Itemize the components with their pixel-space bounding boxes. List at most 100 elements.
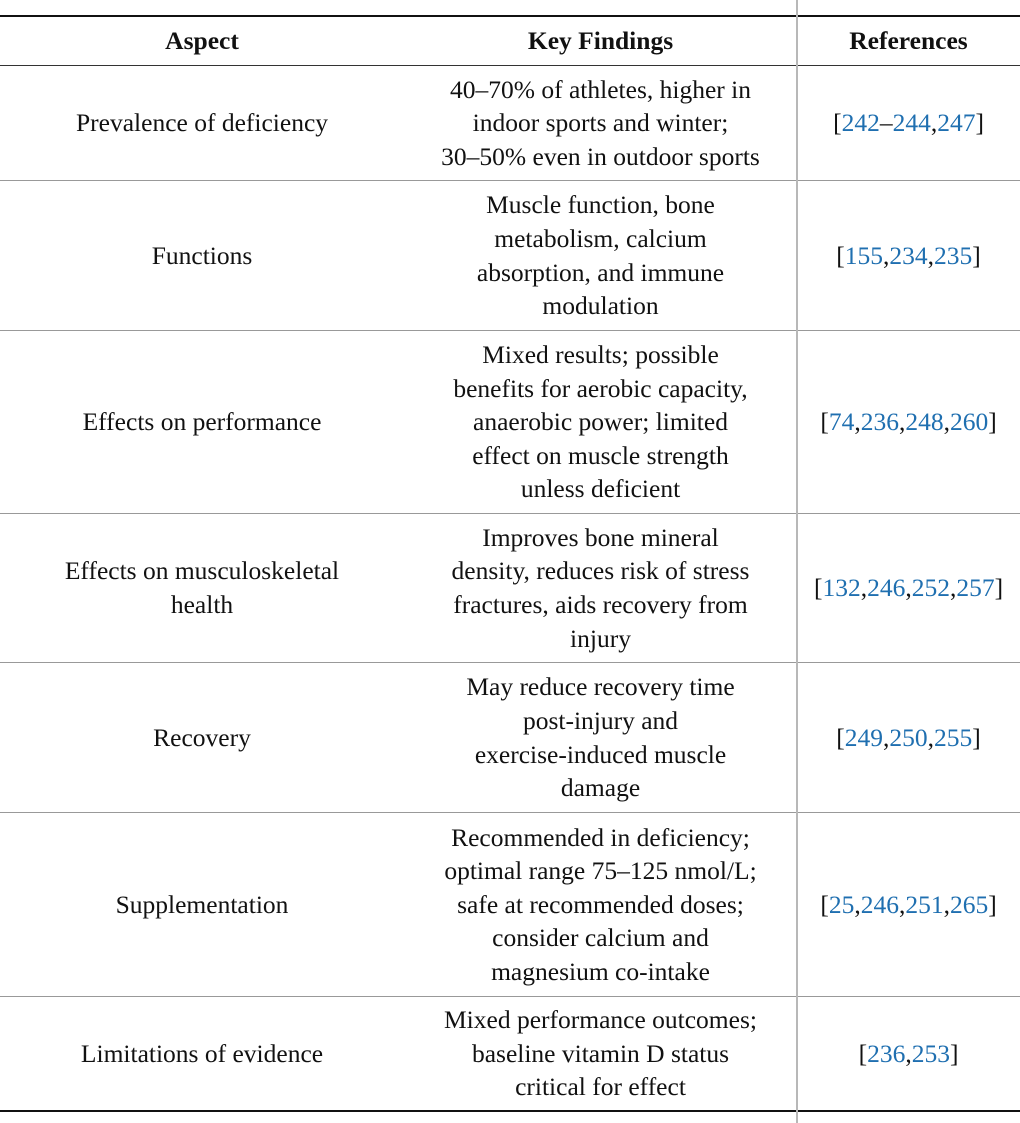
reference-link[interactable]: 25 <box>828 889 855 919</box>
reference-separator: [ <box>813 573 823 603</box>
reference-separator: , <box>927 240 934 270</box>
reference-link[interactable]: 265 <box>949 889 989 919</box>
references-cell: [132,246,252,257] <box>797 514 1020 662</box>
findings-text: Muscle function, bone <box>486 190 715 220</box>
findings-cell: Muscle function, bone metabolism, calcium… <box>404 181 797 330</box>
findings-text: baseline vitamin D status <box>471 1038 730 1068</box>
references-cell: [25,246,251,265] <box>797 813 1020 996</box>
findings-text: Improves bone mineral <box>482 522 719 552</box>
header-cell: References <box>797 17 1020 65</box>
findings-text: consider calcium and <box>492 923 709 953</box>
reference-link[interactable]: 246 <box>867 573 906 603</box>
reference-link[interactable]: 242 <box>841 108 880 138</box>
reference-link[interactable]: 251 <box>905 889 944 919</box>
references-line: [236,253] <box>859 1037 959 1071</box>
findings-text: post-injury and <box>522 705 679 735</box>
reference-separator: [ <box>836 722 845 752</box>
findings-cell: Recommended in deficiency; optimal range … <box>404 813 797 996</box>
table-row: Effects on musculoskeletal health Improves… <box>0 514 1020 663</box>
reference-link[interactable]: 257 <box>956 573 995 603</box>
reference-link[interactable]: 252 <box>911 573 950 603</box>
reference-separator: [ <box>858 1038 868 1068</box>
aspect-cell: Prevalence of deficiency <box>0 66 404 180</box>
reference-separator: ] <box>949 1038 959 1068</box>
findings-text: anaerobic power; limited <box>473 407 728 437</box>
reference-link[interactable]: 253 <box>911 1038 950 1068</box>
findings-text: benefits for aerobic capacity, <box>453 373 748 403</box>
aspect-text: Functions <box>151 240 253 270</box>
reference-separator: , <box>883 240 890 270</box>
findings-text: unless deficient <box>520 474 681 504</box>
reference-link[interactable]: 74 <box>828 407 855 437</box>
aspect-text: Prevalence of deficiency <box>75 108 329 138</box>
findings-text: Recommended in deficiency; <box>451 822 750 852</box>
references-cell: [249,250,255] <box>797 663 1020 812</box>
aspect-cell: Recovery <box>0 663 404 812</box>
reference-link[interactable]: 234 <box>889 240 928 270</box>
findings-text: 30–50% even in outdoor sports <box>441 141 760 171</box>
reference-link[interactable]: 248 <box>905 407 944 437</box>
aspect-cell: Supplementation <box>0 813 404 996</box>
table-row: Limitations of evidence Mixed performance… <box>0 997 1020 1110</box>
reference-link[interactable]: 255 <box>934 722 973 752</box>
findings-text: critical for effect <box>515 1072 686 1102</box>
header-cell: Key Findings <box>404 17 797 65</box>
reference-separator: , <box>927 722 934 752</box>
references-line: [132,246,252,257] <box>814 571 1003 605</box>
findings-cell: May reduce recovery time post-injury and e… <box>404 663 797 812</box>
references-line: [242–244,247] <box>833 106 984 140</box>
reference-link[interactable]: 244 <box>892 108 931 138</box>
aspect-cell: Effects on performance <box>0 331 404 513</box>
header-row: Aspect Key Findings References <box>0 17 1020 66</box>
reference-separator: , <box>943 889 950 919</box>
table-row: Functions Muscle function, bone metabolism… <box>0 181 1020 331</box>
aspect-cell: Limitations of evidence <box>0 997 404 1110</box>
findings-text: 40–70% of athletes, higher in <box>450 74 751 104</box>
reference-separator: , <box>860 573 868 603</box>
column-divider <box>796 0 798 1123</box>
aspect-text: Effects on musculoskeletal <box>64 556 340 586</box>
reference-separator: , <box>905 1038 912 1068</box>
references-line: [249,250,255] <box>836 721 981 755</box>
aspect-text: Supplementation <box>115 889 289 919</box>
header-text: References <box>849 26 968 56</box>
reference-link[interactable]: 249 <box>844 722 883 752</box>
references-line: [74,236,248,260] <box>820 405 996 439</box>
findings-cell: 40–70% of athletes, higher in indoor spor… <box>404 66 797 180</box>
reference-link[interactable]: 250 <box>889 722 928 752</box>
findings-text: fractures, aids recovery from <box>453 590 748 619</box>
reference-link[interactable]: 236 <box>867 1038 906 1068</box>
findings-text: damage <box>560 773 641 803</box>
reference-link[interactable]: 155 <box>844 240 883 270</box>
reference-link[interactable]: 260 <box>949 407 989 437</box>
reference-separator: ] <box>988 407 997 437</box>
reference-separator: , <box>854 407 861 437</box>
reference-separator: , <box>949 573 957 603</box>
findings-cell: Improves bone mineral density, reduces ri… <box>404 514 797 662</box>
findings-text: injury <box>570 623 631 653</box>
reference-link[interactable]: 235 <box>934 240 973 270</box>
reference-separator: , <box>930 108 938 138</box>
reference-separator: , <box>883 722 890 752</box>
reference-separator: , <box>898 407 906 437</box>
reference-separator: ] <box>972 722 981 752</box>
aspect-text: Limitations of evidence <box>80 1038 324 1068</box>
references-line: [25,246,251,265] <box>820 888 996 922</box>
reference-link[interactable]: 246 <box>860 889 899 919</box>
reference-link[interactable]: 132 <box>822 573 861 603</box>
table-row: Effects on performance Mixed results; pos… <box>0 331 1020 514</box>
header-text: Aspect <box>165 26 239 56</box>
findings-text: exercise-induced muscle <box>474 739 727 769</box>
reference-separator: , <box>905 573 912 603</box>
reference-separator: [ <box>833 108 842 138</box>
reference-separator: ] <box>988 889 997 919</box>
reference-link[interactable]: 236 <box>860 407 899 437</box>
reference-separator: [ <box>820 889 829 919</box>
findings-cell: Mixed performance outcomes; baseline vita… <box>404 997 797 1110</box>
references-cell: [155,234,235] <box>797 181 1020 330</box>
header-cell: Aspect <box>0 17 404 65</box>
reference-separator: [ <box>820 407 829 437</box>
reference-separator: [ <box>836 240 845 270</box>
reference-link[interactable]: 247 <box>937 108 976 138</box>
